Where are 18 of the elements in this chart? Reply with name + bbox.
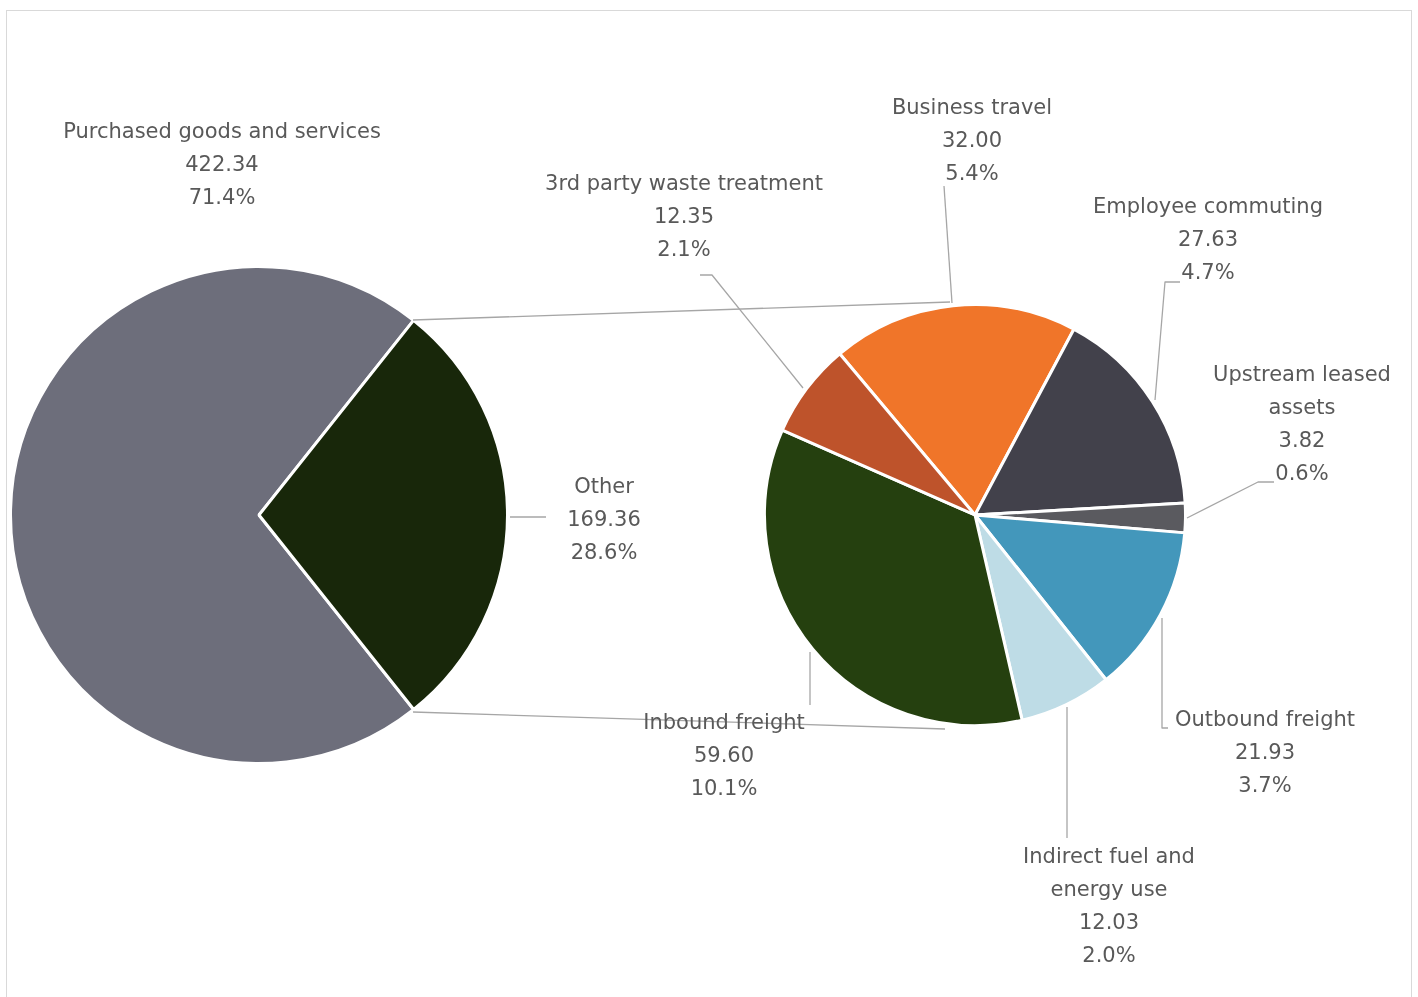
data-label: 27.63 4.7% (1176, 226, 1240, 286)
data-label: 21.93 3.7% (1233, 739, 1297, 799)
data-label: 3.82 0.6% (1274, 427, 1330, 487)
slice-label: Inbound freight (643, 709, 805, 736)
slice-label: Outbound freight (1174, 706, 1356, 733)
slice-label: Employee commuting (1092, 193, 1324, 220)
data-label: 12.03 2.0% (1077, 909, 1141, 969)
slice-label: Other (573, 473, 635, 500)
data-label: 32.00 5.4% (940, 127, 1004, 187)
slice-label: Indirect fuel and energy use (1022, 843, 1196, 903)
data-label: 169.36 28.6% (567, 506, 641, 566)
data-label: 59.60 10.1% (689, 742, 759, 802)
slice-label: 3rd party waste treatment (545, 170, 823, 197)
slice-label: Purchased goods and services (63, 118, 381, 145)
data-label: 12.35 2.1% (652, 203, 716, 263)
data-label: 422.34 71.4% (184, 151, 260, 211)
slice-label: Upstream leased assets (1212, 361, 1392, 421)
slice-label: Business travel (891, 94, 1053, 121)
